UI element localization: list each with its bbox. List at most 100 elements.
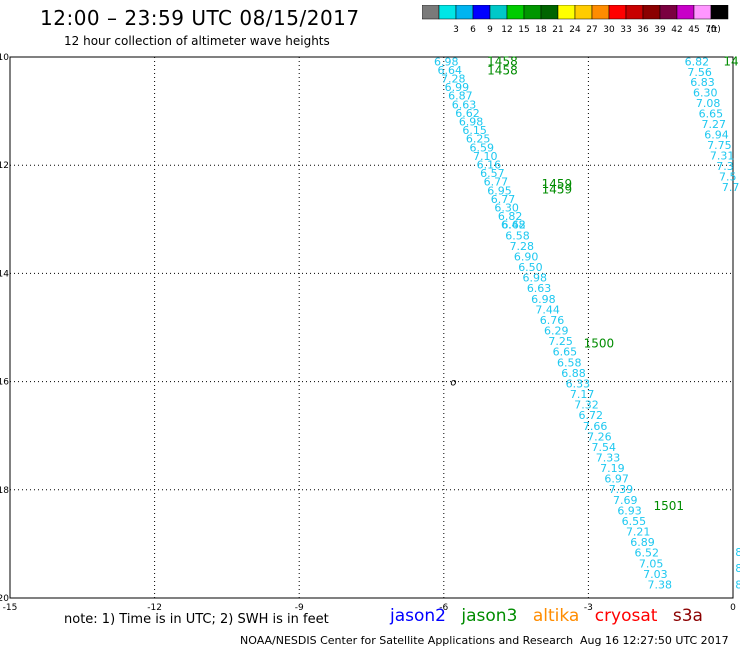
wave-height-label: 6.98 [459, 116, 484, 129]
wave-height-label: 6.52 [635, 547, 660, 560]
y-tick-label: -10 [0, 53, 9, 63]
wave-height-label: 7.56 [687, 66, 712, 79]
x-tick-label: 0 [730, 603, 736, 613]
wave-height-label: 7.25 [548, 335, 573, 348]
wave-height-label: 6.59 [469, 141, 494, 154]
wave-height-label: 6.77 [491, 193, 516, 206]
scale-unit-label: (ft) [707, 25, 721, 35]
wave-height-label: 7.31 [710, 149, 735, 162]
wave-height-label: 6.95 [487, 184, 512, 197]
time-label: 1459 [542, 177, 573, 191]
position-marker: o [450, 378, 456, 389]
wave-height-label: 6.99 [445, 81, 470, 94]
y-tick-label: -18 [0, 486, 9, 496]
time-label: 1501 [653, 499, 684, 513]
wave-height-label: 7.3 [716, 160, 734, 173]
satellite-cryosat: cryosat [594, 606, 658, 626]
wave-height-label: 6.30 [693, 87, 718, 100]
wave-height-label: 6.94 [704, 129, 729, 142]
wave-height-label: 7.03 [643, 568, 668, 581]
wave-height-label: 6.98 [531, 293, 556, 306]
chart-subtitle: 12 hour collection of altimeter wave hei… [64, 34, 330, 48]
wave-height-label: 6.33 [566, 377, 591, 390]
wave-height-label: 7.21 [626, 526, 651, 539]
wave-height-label: 8 [735, 562, 740, 575]
wave-height-label: 6.65 [553, 346, 578, 359]
wave-height-label: 7.39 [609, 483, 634, 496]
time-label: 14 [723, 54, 738, 68]
timestamp: Aug 16 12:27:50 UTC 2017 [580, 634, 729, 647]
wave-height-label: 6.93 [617, 504, 642, 517]
scale-label: 30 [603, 25, 615, 35]
wave-height-label: 6.63 [527, 282, 552, 295]
wave-height-label: 7.54 [591, 441, 616, 454]
wave-height-label: 7.17 [570, 388, 595, 401]
wave-height-label: 6.29 [544, 325, 569, 338]
time-label: 1500 [584, 337, 615, 351]
wave-height-label: 7.33 [596, 451, 621, 464]
wave-height-label: 6.16 [477, 159, 502, 172]
y-tick-label: -20 [0, 594, 9, 604]
satellite-altika: altika [532, 606, 580, 626]
scale-swatch [710, 5, 729, 20]
scale-label: 9 [487, 25, 493, 35]
x-tick-label: -12 [147, 603, 162, 613]
scale-label: 6 [470, 25, 476, 35]
chart-title: 12:00 – 23:59 UTC 08/15/2017 [40, 6, 360, 30]
scale-label: 45 [688, 25, 699, 35]
wave-height-label: 6.58 [557, 356, 582, 369]
wave-height-label: 6.25 [466, 133, 491, 146]
wave-height-label: 6.50 [518, 261, 543, 274]
wave-height-label: 6.89 [630, 536, 655, 549]
scale-label: 39 [654, 25, 666, 35]
wave-height-label: 6.63 [452, 98, 477, 111]
scale-label: 42 [671, 25, 682, 35]
x-tick-label: -15 [3, 603, 18, 613]
wave-height-label: 6.64 [438, 64, 463, 77]
scale-label: 70 [705, 25, 717, 35]
units-note: note: 1) Time is in UTC; 2) SWH is in fe… [64, 612, 329, 627]
wave-height-label: 6.82 [685, 55, 710, 68]
scale-label: 12 [501, 25, 512, 35]
wave-height-label: 6.62 [501, 219, 526, 232]
wave-height-label: 7.7 [722, 181, 740, 194]
wave-height-label: 7.28 [441, 73, 466, 86]
wave-height-label: 6.77 [484, 176, 509, 189]
wave-height-label: 7.69 [613, 494, 638, 507]
wave-height-label: 7.26 [587, 430, 612, 443]
wave-height-label: 6.65 [699, 108, 724, 121]
wave-height-label: 6.98 [523, 272, 548, 285]
wave-height-label: 8 [735, 578, 740, 591]
wave-height-label: 6.57 [480, 167, 505, 180]
wave-height-label: 6.62 [455, 107, 480, 120]
wave-height-label: 7.28 [510, 240, 535, 253]
time-label: 1458 [487, 54, 518, 68]
scale-label: 24 [569, 25, 581, 35]
wave-height-label: 7.27 [701, 118, 726, 131]
wave-height-label: 7.10 [473, 150, 498, 163]
wave-height-label: 6.82 [498, 210, 523, 223]
wave-height-label: 6.48 [501, 219, 526, 232]
plot-border [9, 56, 734, 599]
wave-height-label: 7.05 [639, 557, 664, 570]
satellite-jason2: jason2 [390, 606, 446, 626]
satellite-s3a: s3a [672, 606, 703, 626]
wave-height-label: 6.98 [434, 55, 459, 68]
wave-height-label: 7.32 [574, 399, 599, 412]
color-scale-legend: 3 6 9 12 15 18 21 24 27 30 33 36 39 42 45 70(ft) [422, 5, 729, 35]
wave-height-label: 7.44 [535, 303, 560, 316]
wave-height-label: 6.58 [505, 229, 530, 242]
y-tick-label: -14 [0, 269, 9, 279]
wave-height-label: 6.30 [494, 202, 519, 215]
y-tick-label: -16 [0, 378, 9, 388]
scale-label: 18 [535, 25, 547, 35]
x-tick-label: -3 [584, 603, 593, 613]
wave-height-label: 8 [735, 546, 740, 559]
time-label: 1458 [487, 64, 518, 78]
wave-height-label: 6.76 [540, 314, 565, 327]
scale-label: 27 [586, 25, 597, 35]
wave-height-label: 6.87 [448, 90, 473, 103]
wave-height-label: 7.38 [647, 578, 672, 591]
wave-height-label: 7.19 [600, 462, 625, 475]
